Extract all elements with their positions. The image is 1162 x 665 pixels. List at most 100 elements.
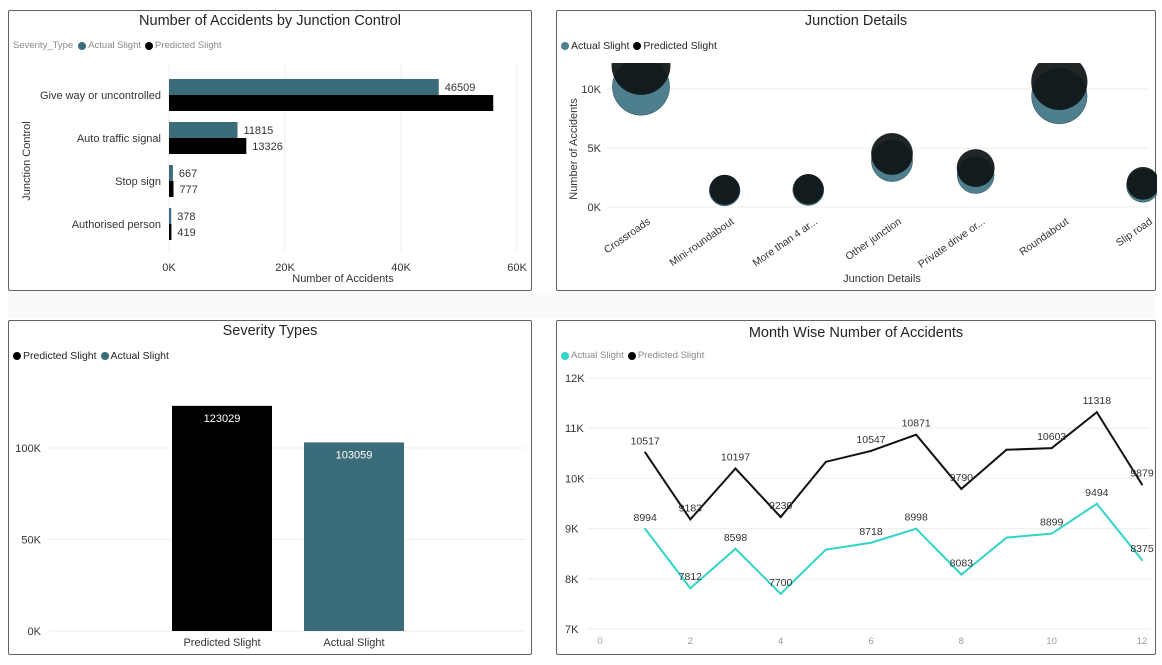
legend-item-actual[interactable]: Actual Slight <box>561 40 629 52</box>
data-label: 9230 <box>769 500 793 512</box>
legend-dot-predicted <box>627 351 636 360</box>
legend-item-predicted[interactable]: Predicted Slight <box>633 40 717 52</box>
legend-dot-predicted <box>633 42 642 50</box>
data-point <box>870 449 872 452</box>
data-label: 46509 <box>445 82 476 94</box>
x-tick-label: Predicted Slight <box>183 637 260 649</box>
chart-title: Month Wise Number of Accidents <box>748 325 964 341</box>
bar-predicted <box>172 405 272 631</box>
bar-actual <box>169 79 439 95</box>
legend-label: Actual Slight <box>571 350 624 361</box>
data-label: 9183 <box>679 502 703 514</box>
x-axis-label: Number of Accidents <box>292 273 394 285</box>
data-point <box>1141 558 1143 561</box>
data-point <box>915 433 918 436</box>
data-point <box>734 467 737 470</box>
bubble-predicted <box>709 174 740 205</box>
legend-label: Predicted Slight <box>23 350 97 362</box>
junction-details-panel[interactable]: Junction Details Actual Slight Predicted… <box>556 10 1157 291</box>
x-tick-label: 0K <box>162 262 176 274</box>
data-point <box>1005 536 1008 539</box>
x-tick-label: 2 <box>688 636 693 647</box>
category-label: Auto traffic signal <box>77 133 161 145</box>
data-point <box>824 460 827 463</box>
legend-dot-actual <box>561 351 569 360</box>
data-label: 8375 <box>1130 543 1154 555</box>
y-tick-label: 10K <box>565 473 585 485</box>
data-label: 11815 <box>244 125 274 137</box>
legend-dot-actual <box>78 41 87 50</box>
y-tick-label: 5K <box>588 143 602 155</box>
legend-item-actual[interactable]: Actual Slight <box>78 40 141 51</box>
category-label: Authorised person <box>72 219 161 231</box>
legend-item-actual[interactable]: Actual Slight <box>100 350 169 362</box>
data-point <box>1050 447 1053 450</box>
y-tick-label: 11K <box>565 423 584 435</box>
data-label: 8718 <box>859 526 883 538</box>
legend: Actual Slight Predicted Slight <box>561 350 708 361</box>
data-label: 10547 <box>856 434 885 446</box>
bar-actual <box>304 442 404 631</box>
x-tick-label: Actual Slight <box>323 637 384 649</box>
data-label: 7812 <box>679 571 703 583</box>
y-tick-label: 8K <box>565 574 579 586</box>
x-tick-label: 4 <box>778 636 783 647</box>
data-point <box>644 527 647 530</box>
bubble-predicted <box>956 149 995 187</box>
legend-item-predicted[interactable]: Predicted Slight <box>145 40 222 51</box>
bar-predicted <box>169 181 174 197</box>
x-tick-label: 40K <box>391 262 411 274</box>
x-tick-label: Slip road <box>1114 216 1155 250</box>
legend-label: Actual Slight <box>110 350 169 362</box>
x-tick-label: Mini-roundabout <box>667 216 736 269</box>
x-tick-label: 8 <box>959 636 964 647</box>
legend: Predicted Slight Actual Slight <box>13 350 173 362</box>
junction-control-panel[interactable]: Number of Accidents by Junction Control … <box>8 10 532 291</box>
legend-dot-actual <box>561 42 569 50</box>
legend-item-predicted[interactable]: Predicted Slight <box>627 350 705 361</box>
x-tick-label: 0 <box>597 636 602 647</box>
y-tick-label: 9K <box>565 524 579 536</box>
data-point <box>689 587 692 590</box>
bar-predicted <box>169 224 172 240</box>
data-point <box>779 516 782 519</box>
legend: Actual Slight Predicted Slight <box>561 40 721 52</box>
chart-title: Severity Types <box>222 323 318 339</box>
legend-dot-predicted <box>145 41 154 50</box>
x-tick-label: Private drive or... <box>916 216 987 271</box>
x-tick-label: Roundabout <box>1017 216 1071 259</box>
category-label: Give way or uncontrolled <box>40 90 161 102</box>
data-label: 419 <box>177 227 195 239</box>
data-label: 11318 <box>1083 395 1112 407</box>
y-tick-label: 10K <box>581 84 601 96</box>
x-tick-label: 12 <box>1137 636 1148 647</box>
data-label: 10871 <box>902 418 931 430</box>
y-tick-label: 0K <box>588 202 602 214</box>
data-point <box>734 547 737 550</box>
legend-item-actual[interactable]: Actual Slight <box>561 350 624 361</box>
x-axis-label: Junction Details <box>843 273 921 285</box>
background-strip <box>8 292 1156 318</box>
bubble-predicted <box>1031 63 1088 111</box>
data-point <box>824 548 827 551</box>
bubble-predicted <box>793 174 824 205</box>
y-tick-label: 12K <box>565 373 585 385</box>
x-tick-label: More than 4 ar... <box>751 216 821 270</box>
x-tick-label: 6 <box>868 636 873 647</box>
chart-title: Number of Accidents by Junction Control <box>139 13 401 29</box>
month-wise-chart: 7K 8K 9K 10K 11K 12K 0 2 4 6 8 10 12 8994 7812 8598 7700… <box>565 373 1154 647</box>
legend-title: Severity_Type <box>13 40 74 51</box>
legend-label: Predicted Slight <box>637 350 705 361</box>
data-label: 123029 <box>204 413 241 425</box>
data-label: 9494 <box>1085 487 1109 499</box>
data-label: 777 <box>180 184 198 196</box>
data-point <box>960 573 963 576</box>
legend-label: Predicted Slight <box>643 40 717 52</box>
data-label: 8998 <box>904 512 928 524</box>
chart-title: Junction Details <box>804 13 908 29</box>
month-wise-panel[interactable]: Month Wise Number of Accidents Actual Sl… <box>556 320 1156 655</box>
bubble-predicted <box>1126 167 1157 200</box>
legend-label: Predicted Slight <box>155 40 222 51</box>
severity-types-panel[interactable]: Severity Types Predicted Slight Actual S… <box>8 320 532 655</box>
legend-item-predicted[interactable]: Predicted Slight <box>13 350 97 362</box>
